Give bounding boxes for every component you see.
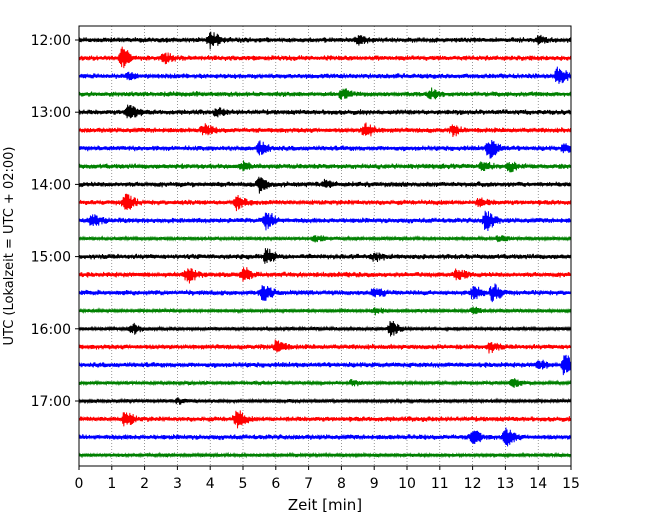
x-tick-label: 9 [370, 476, 379, 492]
trace-1200 [78, 31, 572, 50]
x-tick-label: 15 [562, 476, 580, 492]
y-tick-label: 14:00 [31, 177, 71, 193]
trace-1245 [78, 87, 572, 100]
y-tick-label: 13:00 [31, 105, 71, 121]
trace-1415 [78, 193, 572, 212]
x-axis-ticks: 0 1 2 3 4 5 6 7 8 9 10 11 12 13 14 15 [75, 466, 580, 492]
trace-1430 [78, 210, 572, 232]
x-tick-label: 10 [398, 476, 416, 492]
x-tick-label: 5 [239, 476, 248, 492]
x-grid [111, 26, 539, 466]
x-tick-label: 2 [140, 476, 149, 492]
x-tick-label: 6 [271, 476, 280, 492]
x-tick-label: 4 [206, 476, 215, 492]
y-tick-label: 16:00 [31, 322, 71, 338]
x-tick-label: 12 [464, 476, 482, 492]
y-axis-label: UTC (Lokalzeit = UTC + 02:00) [2, 147, 17, 346]
x-tick-label: 7 [304, 476, 313, 492]
x-tick-label: 14 [529, 476, 547, 492]
plot-frame [78, 25, 572, 467]
x-tick-label: 0 [75, 476, 84, 492]
y-tick-label: 12:00 [31, 33, 71, 49]
y-axis-ticks: 12:00 13:00 14:00 15:00 16:00 17:00 [31, 33, 79, 410]
trace-1615 [78, 339, 572, 354]
trace-1330 [78, 139, 572, 159]
y-tick-label: 17:00 [31, 394, 71, 410]
x-axis-label: Zeit [min] [288, 496, 362, 514]
x-tick-label: 1 [107, 476, 116, 492]
x-tick-label: 13 [496, 476, 514, 492]
x-tick-label: 3 [173, 476, 182, 492]
seismic-traces [78, 31, 572, 459]
trace-1400 [78, 176, 572, 194]
y-tick-label: 15:00 [31, 250, 71, 266]
x-tick-label: 8 [337, 476, 346, 492]
x-tick-label: 11 [431, 476, 449, 492]
